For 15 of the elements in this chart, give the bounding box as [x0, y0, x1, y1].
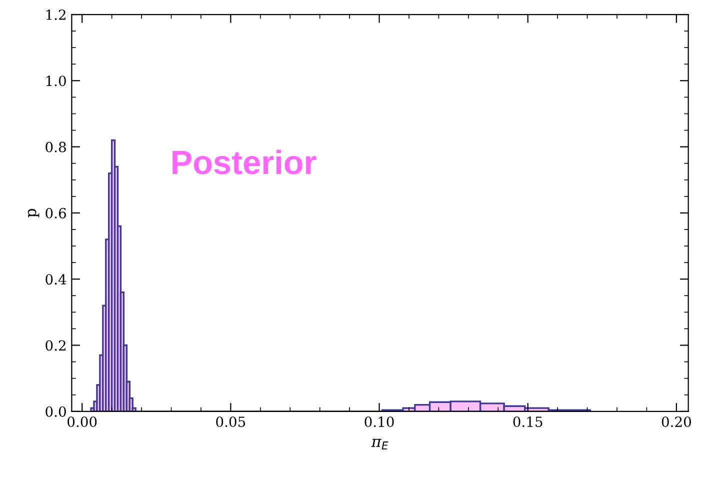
- x-tick-label: 0.00: [68, 416, 97, 428]
- x-axis-title: π$_{E}$: [371, 438, 388, 450]
- x-tick-label: 0.05: [216, 416, 246, 428]
- y-tick-label: 0.4: [46, 274, 66, 285]
- y-tick-label: 1.0: [46, 76, 66, 86]
- y-tick-label: 0.2: [46, 340, 66, 351]
- y-axis-title: p: [28, 208, 40, 218]
- y-tick-label: 1.2: [46, 9, 66, 20]
- x-tick-label: 0.20: [662, 416, 691, 428]
- x-tick-label: 0.15: [513, 416, 542, 428]
- y-tick-label: 0.0: [46, 406, 66, 417]
- y-tick-label: 0.6: [46, 208, 66, 218]
- x-tick-label: 0.10: [364, 416, 394, 428]
- annotation: Posterior: [172, 150, 316, 174]
- y-tick-label: 0.8: [46, 142, 66, 152]
